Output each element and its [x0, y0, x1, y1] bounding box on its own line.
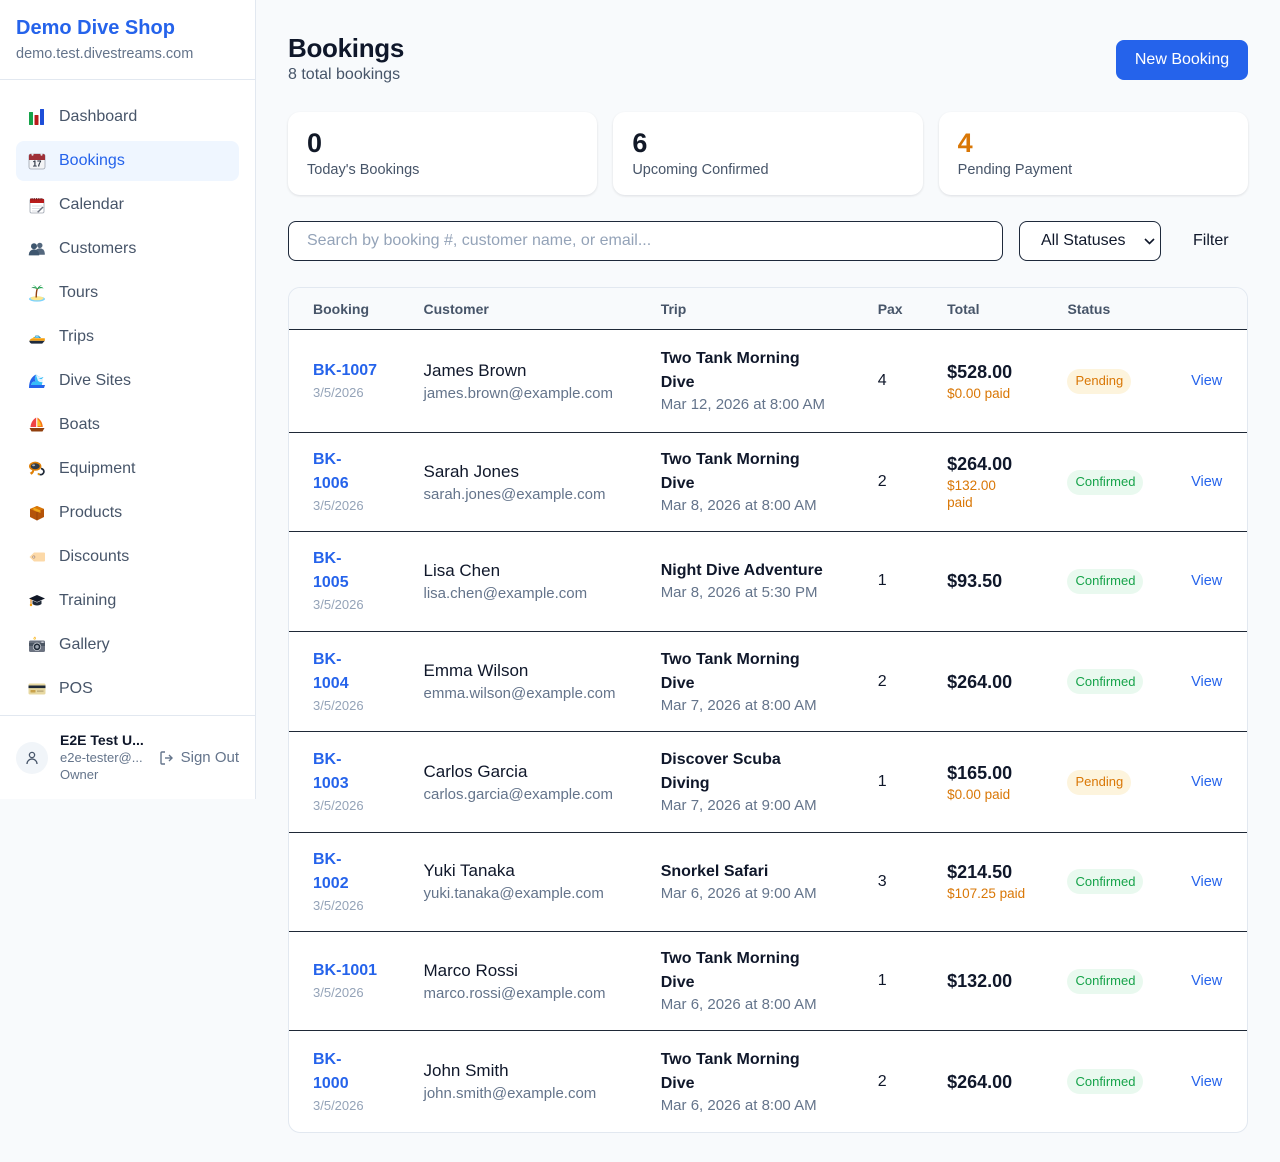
svg-text:17: 17	[33, 159, 42, 168]
